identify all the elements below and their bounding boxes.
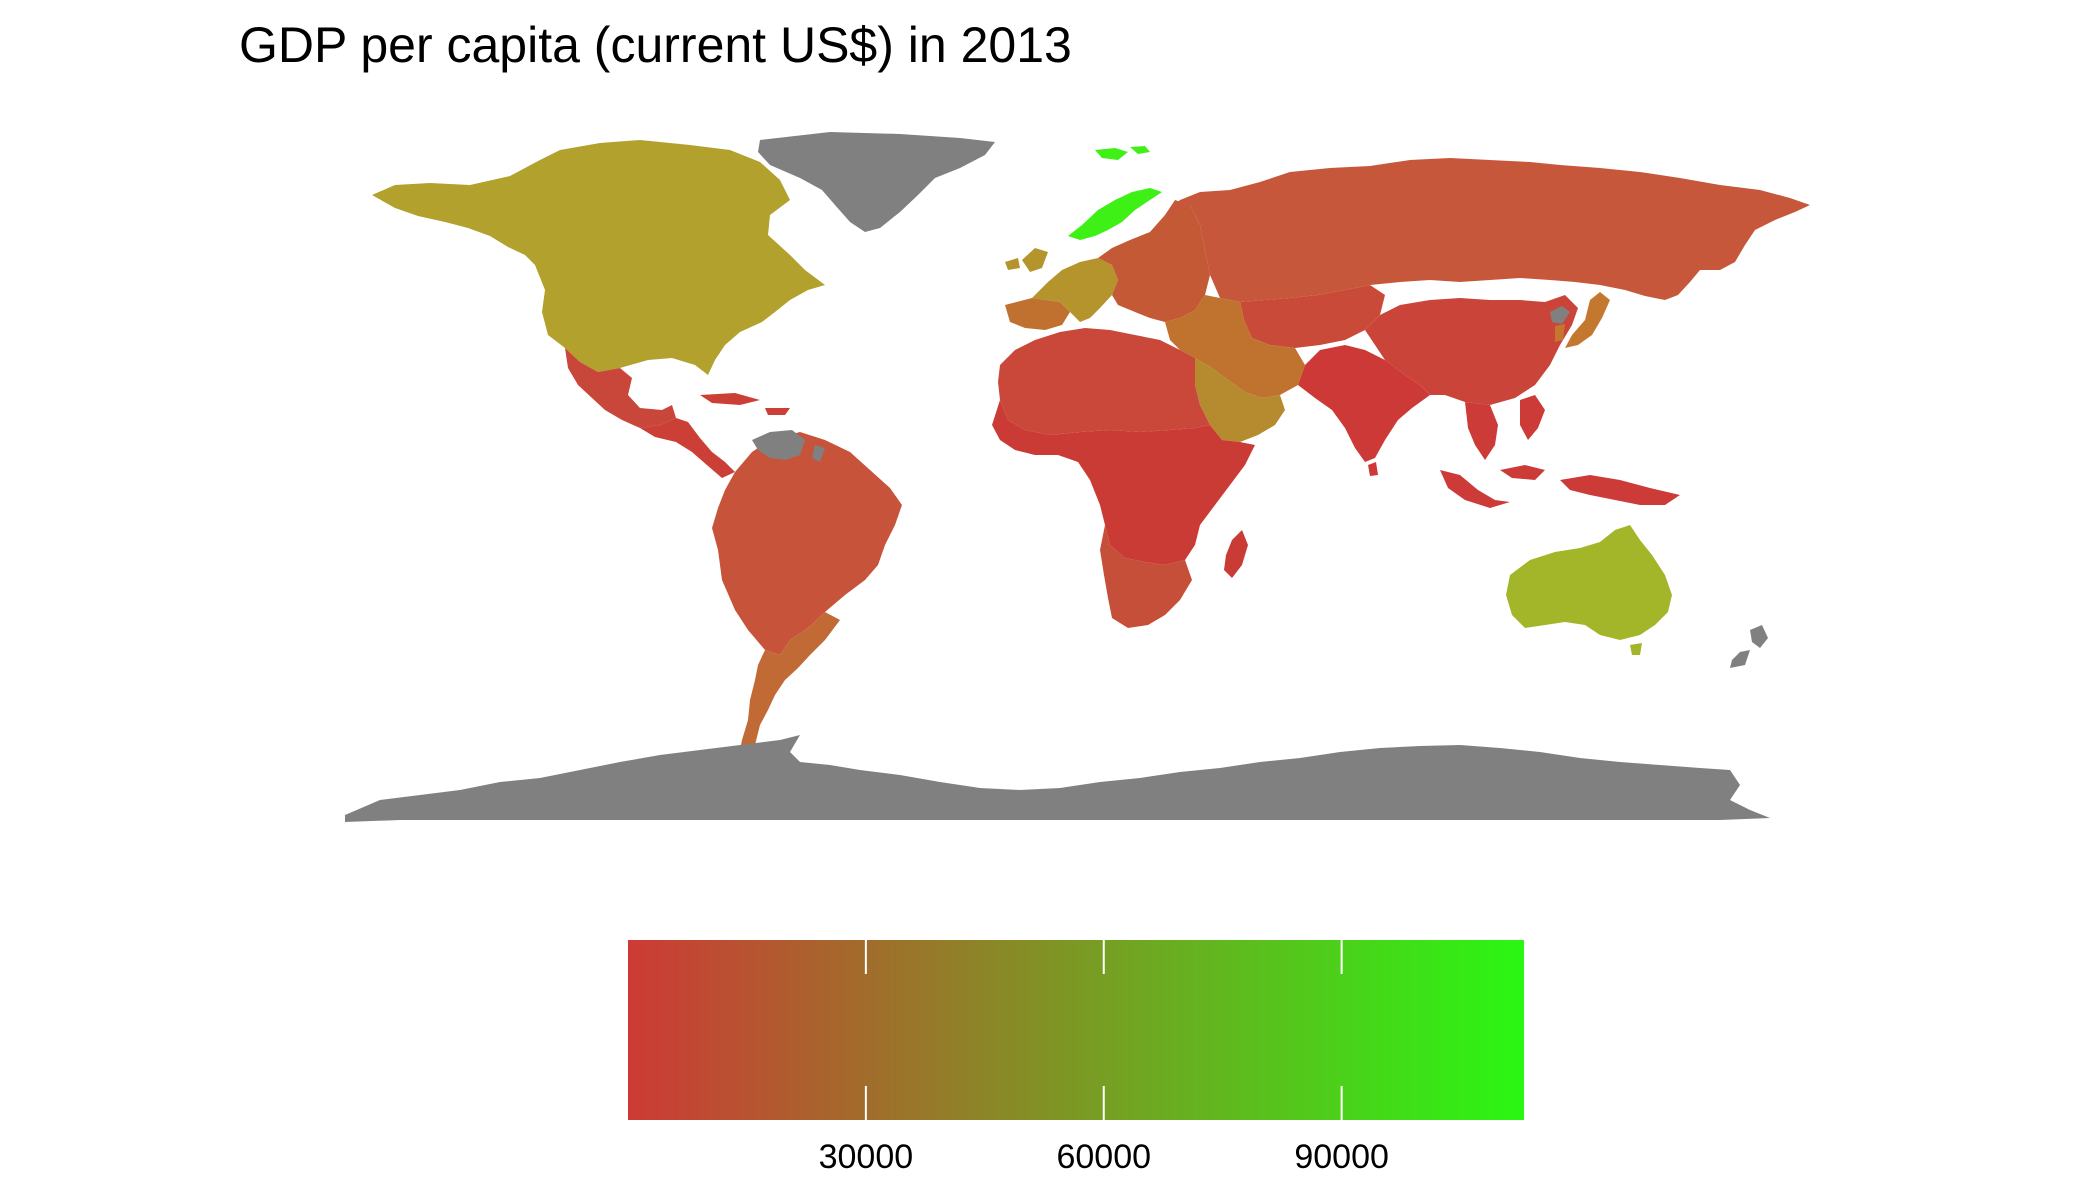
region-svalbard	[1095, 146, 1150, 160]
region-norway	[1068, 188, 1162, 240]
region-australia	[1506, 525, 1672, 655]
region-greenland	[758, 132, 995, 232]
region-north-america	[372, 140, 825, 375]
region-southeast-asia	[1440, 395, 1680, 508]
region-south-america	[712, 432, 902, 655]
region-antarctica	[345, 735, 1770, 822]
region-madagascar	[1224, 530, 1248, 578]
region-iberia	[1005, 298, 1070, 330]
region-russia	[1165, 158, 1810, 302]
region-new-zealand	[1730, 625, 1768, 668]
